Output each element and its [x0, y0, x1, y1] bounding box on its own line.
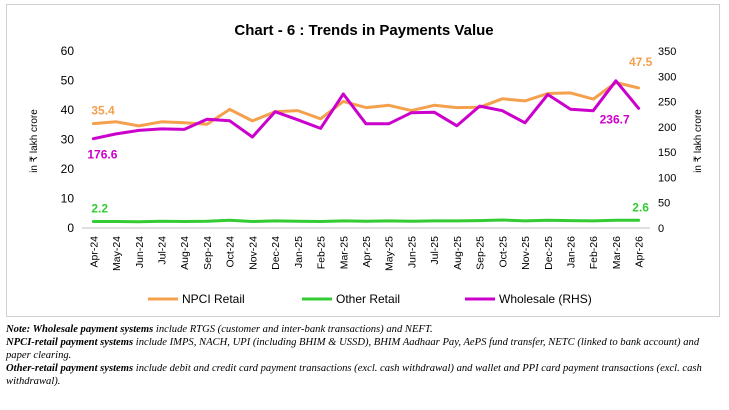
x-tick-label: Feb-25 — [316, 236, 328, 269]
note-wholesale-title: Note: Wholesale payment systems — [6, 324, 154, 335]
x-tick-label: Oct-24 — [225, 236, 237, 268]
legend-label-npci-retail: NPCI Retail — [182, 292, 245, 306]
x-tick-label: Aug-25 — [452, 236, 464, 270]
right-tick-label: 150 — [658, 147, 676, 159]
x-tick-label: Jan-26 — [565, 236, 577, 268]
x-tick-label: Apr-24 — [88, 236, 100, 268]
x-tick-label: May-24 — [111, 236, 123, 271]
x-tick-label: Mar-26 — [611, 236, 623, 269]
chart-title: Chart - 6 : Trends in Payments Value — [234, 22, 493, 39]
x-tick-label: Jun-25 — [406, 236, 418, 268]
left-axis-label: in ₹ lakh crore — [29, 109, 40, 173]
data-label-wholesale-last: 236.7 — [600, 112, 630, 126]
left-tick-label: 0 — [67, 221, 74, 235]
left-tick-label: 30 — [61, 133, 75, 147]
x-tick-label: Nov-24 — [247, 236, 259, 270]
data-label-wholesale-first: 176.6 — [87, 148, 117, 162]
x-tick-label: Jul-25 — [429, 236, 441, 265]
x-tick-label: Jul-24 — [157, 236, 169, 265]
legend-label-wholesale-rhs: Wholesale (RHS) — [499, 292, 592, 306]
x-tick-label: Dec-25 — [543, 236, 555, 270]
x-tick-label: Jan-25 — [293, 236, 305, 268]
note-wholesale-text: include RTGS (customer and inter-bank tr… — [153, 324, 433, 335]
left-tick-label: 10 — [61, 192, 75, 206]
x-tick-label: Dec-24 — [270, 236, 282, 270]
x-tick-label: Oct-25 — [497, 236, 509, 268]
x-tick-label: Mar-25 — [338, 236, 350, 269]
x-tick-label: Sep-25 — [475, 236, 487, 270]
x-tick-label: Jun-24 — [134, 236, 146, 268]
note-wholesale: Note: Wholesale payment systems include … — [6, 323, 722, 336]
right-tick-label: 100 — [658, 172, 676, 184]
note-other-retail: Other-retail payment systems include deb… — [6, 362, 722, 388]
right-tick-label: 350 — [658, 46, 676, 58]
right-tick-label: 300 — [658, 71, 676, 83]
x-tick-label: Aug-24 — [179, 236, 191, 270]
note-npci-title: NPCI-retail payment systems — [6, 337, 134, 348]
legend-label-other-retail: Other Retail — [336, 292, 400, 306]
note-npci-retail: NPCI-retail payment systems include IMPS… — [6, 336, 722, 362]
left-tick-label: 20 — [61, 162, 75, 176]
data-label-other-first: 2.2 — [91, 202, 108, 216]
payments-value-chart: Chart - 6 : Trends in Payments Value in … — [29, 22, 704, 306]
data-label-other-last: 2.6 — [632, 200, 649, 214]
right-axis-label: in ₹ lakh crore — [693, 109, 704, 173]
x-tick-label: Sep-24 — [202, 236, 214, 270]
chart-container: Chart - 6 : Trends in Payments Value in … — [6, 4, 720, 317]
note-other-title: Other-retail payment systems — [6, 363, 134, 374]
right-tick-label: 50 — [658, 198, 670, 210]
series-line-other-retail — [91, 218, 641, 224]
x-tick-label: Feb-26 — [588, 236, 600, 269]
left-tick-label: 40 — [61, 103, 75, 117]
x-tick-label: Apr-25 — [361, 236, 373, 268]
right-tick-label: 0 — [658, 223, 664, 235]
right-tick-label: 250 — [658, 97, 676, 109]
right-tick-label: 200 — [658, 122, 676, 134]
left-tick-label: 60 — [61, 44, 75, 58]
note-npci-text: include IMPS, NACH, UPI (including BHIM … — [6, 337, 700, 361]
note-other-text: include debit and credit card payment tr… — [6, 363, 702, 387]
x-tick-label: May-25 — [384, 236, 396, 271]
data-label-npci-last: 47.5 — [629, 55, 653, 69]
x-tick-label: Apr-26 — [634, 236, 646, 268]
series-line-npci-retail — [91, 81, 641, 128]
x-tick-label: Nov-25 — [520, 236, 532, 270]
left-tick-label: 50 — [61, 74, 75, 88]
series-line-wholesale-rhs — [91, 79, 641, 141]
chart-notes: Note: Wholesale payment systems include … — [6, 323, 722, 388]
data-label-npci-first: 35.4 — [91, 104, 115, 118]
